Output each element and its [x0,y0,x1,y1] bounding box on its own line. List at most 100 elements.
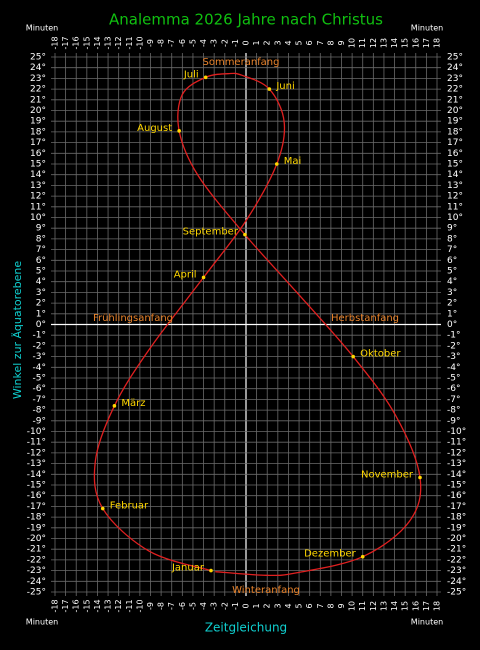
x-tick-label: 7 [316,40,325,45]
x-tick-label: -14 [93,36,102,49]
y-tick-label: 23° [30,74,46,84]
y-tick-label: -13° [27,459,46,469]
month-label: Juli [183,69,199,80]
x-tick-label: 15 [401,38,410,48]
y-tick-label: -10° [27,427,46,437]
y-tick-label: 1° [36,309,46,319]
chart-title: Analemma 2026 Jahre nach Christus [109,11,383,29]
x-tick-label: 8 [326,603,335,608]
x-tick-label: 4 [284,40,293,45]
month-label: Juni [275,81,294,92]
y-tick-label: -23° [27,566,46,576]
y-tick-label: 20° [30,106,46,116]
y-tick-label: 8° [36,234,46,244]
x-tick-label: 18 [433,38,442,48]
x-tick-label: -17 [61,599,70,612]
y-tick-label: -3° [33,352,46,362]
y-tick-label: 7° [36,245,46,255]
x-tick-label: 17 [422,38,431,48]
y-tick-label: 11° [447,202,463,212]
x-tick-label: -15 [82,36,91,49]
x-tick-label: -17 [61,36,70,49]
x-tick-label: -10 [135,36,144,49]
month-label: Januar [171,563,205,574]
x-tick-label: 6 [305,603,314,608]
x-tick-label: -2 [220,39,229,47]
x-tick-label: 15 [401,601,410,611]
x-tick-label: -12 [114,599,123,612]
y-tick-label: -17° [27,502,46,512]
x-tick-label: -12 [114,36,123,49]
x-tick-label: -4 [199,39,208,47]
x-tick-label: 9 [337,40,346,45]
y-tick-label: -22° [447,555,466,565]
x-tick-label: -4 [199,602,208,610]
month-label: November [361,470,414,481]
month-label: April [174,269,197,280]
x-tick-label: -16 [72,36,81,49]
y-tick-label: -8° [33,406,46,416]
y-tick-label: -7° [447,395,460,405]
x-tick-label: -1 [231,602,240,610]
y-tick-label: 5° [447,267,457,277]
y-axis-label: Winkel zur Äquatorebene [11,261,24,400]
x-tick-label: 11 [358,601,367,611]
y-tick-label: -20° [447,534,466,544]
x-tick-label: 13 [379,38,388,48]
y-tick-label: 14° [30,170,46,180]
y-tick-label: 19° [447,117,463,127]
x-tick-label: 4 [284,603,293,608]
month-label: September [183,227,239,238]
x-tick-label: 2 [263,40,272,45]
y-tick-label: -10° [447,427,466,437]
y-tick-label: -23° [447,566,466,576]
x-tick-label: -8 [157,602,166,610]
month-label: Oktober [360,349,401,360]
y-tick-label: 9° [447,224,457,234]
y-tick-label: -19° [27,523,46,533]
y-tick-label: 0° [447,320,457,330]
y-tick-label: 24° [30,63,46,73]
y-tick-label: -14° [27,470,46,480]
y-tick-label: -22° [27,555,46,565]
month-point [351,354,355,359]
y-tick-label: 14° [447,170,463,180]
y-tick-label: 17° [447,138,463,148]
x-tick-label: -6 [178,39,187,47]
y-tick-label: 3° [447,288,457,298]
y-tick-label: -16° [447,491,466,501]
x-tick-label: -13 [104,599,113,612]
month-label: August [137,123,172,134]
y-tick-label: -11° [447,438,466,448]
month-point [177,129,181,133]
y-tick-label: -6° [33,384,46,394]
y-tick-label: 12° [30,192,46,202]
x-tick-label: 11 [358,38,367,48]
x-tick-label: 16 [411,38,420,48]
x-tick-label: 13 [379,601,388,611]
season-label: Herbstanfang [331,313,399,324]
y-tick-label: 12° [447,192,463,202]
month-point [274,162,279,166]
month-label: Mai [284,156,302,167]
y-tick-label: 16° [30,149,46,159]
y-tick-label: -15° [27,481,46,491]
y-tick-label: 11° [30,202,46,212]
x-tick-label: -1 [231,39,240,47]
unit-label: Minuten [411,618,443,627]
y-tick-label: -4° [447,363,460,373]
y-tick-label: -18° [447,513,466,523]
x-tick-label: -6 [178,602,187,610]
month-point [100,506,105,511]
month-label: März [121,398,145,409]
y-tick-label: 10° [447,213,463,223]
month-point [112,404,117,408]
y-tick-label: 19° [30,117,46,127]
month-point [243,232,247,237]
month-label: Februar [110,501,149,512]
y-tick-label: 2° [36,299,46,309]
y-tick-label: 6° [447,256,457,266]
y-tick-label: -20° [27,534,46,544]
y-tick-label: -4° [33,363,46,373]
